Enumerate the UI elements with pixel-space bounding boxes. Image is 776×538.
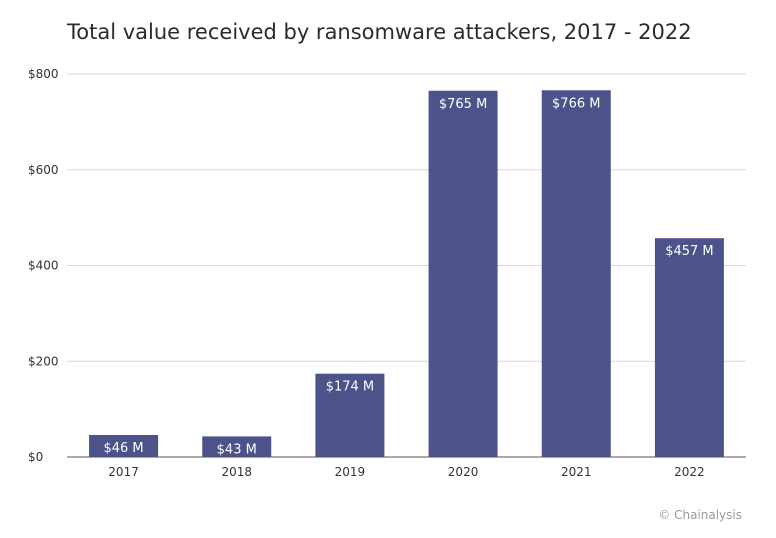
x-tick-label: 2021	[561, 465, 592, 479]
x-tick-label: 2019	[335, 465, 366, 479]
chart-title: Total value received by ransomware attac…	[67, 20, 692, 44]
x-tick-label: 2017	[108, 465, 139, 479]
bar	[428, 90, 498, 457]
data-label: $46 M	[103, 441, 143, 456]
x-tick-label: 2018	[221, 465, 252, 479]
data-label: $765 M	[439, 97, 487, 112]
data-label: $766 M	[552, 96, 600, 111]
bar	[202, 436, 272, 457]
y-tick-label: $200	[28, 354, 59, 368]
x-tick-label: 2020	[448, 465, 479, 479]
bar	[89, 434, 159, 457]
bar	[541, 90, 611, 457]
source-credit: © Chainalysis	[658, 508, 742, 522]
data-label: $43 M	[217, 442, 257, 457]
y-tick-label: $800	[28, 67, 59, 81]
y-tick-label: $600	[28, 163, 59, 177]
data-label: $457 M	[665, 244, 713, 259]
data-label: $174 M	[326, 380, 374, 395]
bar	[654, 238, 724, 457]
x-tick-label: 2022	[674, 465, 705, 479]
bar	[315, 373, 385, 457]
y-tick-label: $400	[28, 259, 59, 273]
y-tick-label: $0	[28, 450, 43, 464]
